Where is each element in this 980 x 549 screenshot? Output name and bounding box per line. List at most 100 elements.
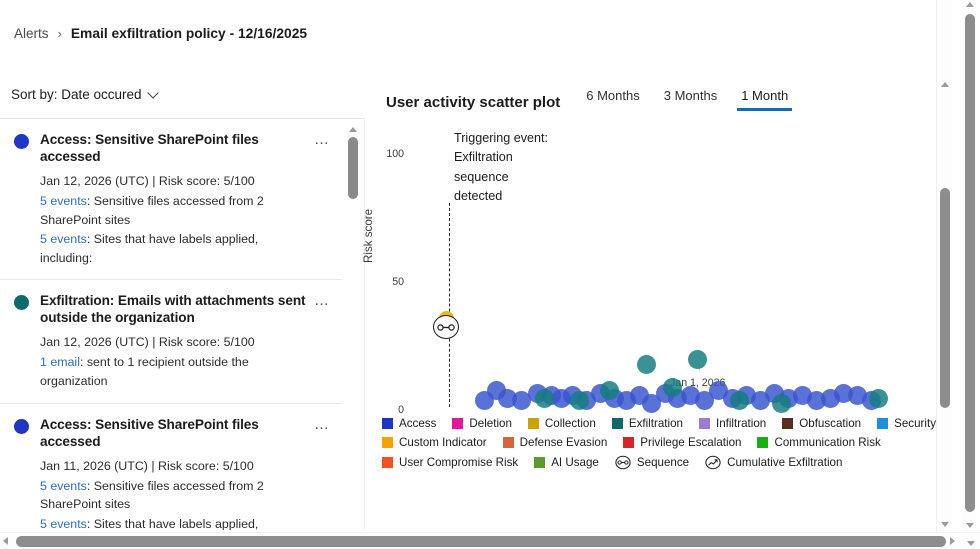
legend-item-defense-evasion[interactable]: Defense Evasion	[502, 436, 608, 449]
scatter-point-exfiltration[interactable]	[535, 388, 555, 408]
legend-item-ai-usage[interactable]: AI Usage	[534, 456, 599, 469]
legend-label: Defense Evasion	[519, 436, 608, 449]
legend-row: Access Deletion Collection Exfiltration Infi…	[382, 417, 942, 430]
alert-item-detail: 5 events: Sites that have labels applied…	[40, 230, 308, 267]
window-vertical-scrollbar[interactable]	[962, 0, 978, 533]
alert-list-item[interactable]: Exfiltration: Emails with attachments se…	[0, 280, 342, 404]
alert-item-detail: 5 events: Sensitive files accessed from …	[40, 192, 308, 229]
legend-label: Security	[894, 417, 936, 430]
alert-list-item[interactable]: Access: Sensitive SharePoint files acces…	[0, 119, 342, 281]
alert-item-meta: Jan 12, 2026 (UTC) | Risk score: 5/100	[40, 173, 255, 188]
legend-label: Privilege Escalation	[640, 436, 742, 449]
alert-detail-text: : Sites that have labels applied, includ…	[86, 516, 259, 530]
scatter-point-access[interactable]	[642, 393, 661, 413]
alert-list-scrollbar[interactable]	[346, 123, 360, 527]
scrollbar-thumb[interactable]	[348, 137, 358, 199]
legend-label: Exfiltration	[628, 417, 683, 430]
sequence-marker[interactable]	[433, 311, 461, 339]
legend-item-custom-indicator[interactable]: Custom Indicator	[382, 436, 487, 449]
scatter-point-exfiltration[interactable]	[771, 393, 791, 413]
scroll-down-arrow-icon[interactable]	[966, 523, 974, 528]
alert-list-item[interactable]: Access: Sensitive SharePoint files acces…	[0, 404, 342, 530]
alert-detail-link[interactable]: 5 events	[40, 193, 87, 208]
alert-item-detail: 5 events: Sensitive files accessed from …	[40, 477, 308, 514]
legend-label: Sequence	[636, 456, 690, 469]
tab-3-months[interactable]: 3 Months	[663, 88, 718, 103]
legend-row: User Compromise Risk AI Usage Sequence Cumu…	[382, 455, 942, 470]
y-axis-tick-label: 0	[398, 404, 404, 416]
legend-item-exfiltration[interactable]: Exfiltration	[611, 417, 683, 430]
page-title: Email exfiltration policy - 12/16/2025	[70, 26, 308, 41]
alert-item-meta: Jan 11, 2026 (UTC) | Risk score: 5/100	[40, 458, 254, 473]
alert-category-dot-icon	[14, 295, 29, 311]
legend-label: Custom Indicator	[399, 436, 487, 449]
legend-item-obfuscation[interactable]: Obfuscation	[782, 417, 861, 430]
legend-swatch-icon	[534, 457, 546, 468]
alert-item-meta: Jan 12, 2026 (UTC) | Risk score: 5/100	[40, 335, 255, 350]
scroll-corner-arrow-icon[interactable]	[967, 541, 975, 546]
y-axis-label: Risk score	[362, 208, 375, 263]
alert-item-more-menu[interactable]: …	[314, 292, 330, 310]
breadcrumb-alerts-link[interactable]: Alerts	[14, 26, 49, 41]
sequence-icon	[615, 455, 631, 470]
scatter-point-access[interactable]	[512, 391, 532, 411]
scrollbar-thumb[interactable]	[940, 188, 950, 408]
alert-item-header: Access: Sensitive SharePoint files acces…	[14, 417, 308, 451]
legend-label: Communication Risk	[774, 436, 881, 449]
legend-item-communication-risk[interactable]: Communication Risk	[757, 436, 881, 449]
legend-swatch-icon	[452, 418, 464, 429]
legend-item-user-compromise-risk[interactable]: User Compromise Risk	[382, 456, 518, 469]
tab-1-month[interactable]: 1 Month	[729, 86, 800, 111]
legend-item-sequence[interactable]: Sequence	[615, 455, 689, 470]
scroll-up-arrow-icon[interactable]	[966, 2, 974, 7]
legend-item-cumulative-exfiltration[interactable]: Cumulative Exfiltration	[705, 455, 842, 470]
legend-label: Cumulative Exfiltration	[727, 456, 843, 469]
alert-item-header: Access: Sensitive SharePoint files acces…	[14, 132, 308, 166]
alert-detail-text: : Sites that have labels applied, includ…	[40, 232, 259, 265]
scrollbar-thumb[interactable]	[965, 14, 975, 512]
alert-detail-text: : sent to 1 recipient outside the organi…	[40, 355, 249, 388]
content-vertical-scrollbar[interactable]	[936, 0, 952, 533]
alert-detail-link[interactable]: 5 events	[40, 478, 87, 493]
scatter-point-exfiltration[interactable]	[869, 388, 889, 408]
legend-swatch-icon	[757, 437, 769, 448]
alert-item-detail: 1 email: sent to 1 recipient outside the…	[40, 353, 308, 390]
alert-item-more-menu[interactable]: …	[314, 415, 330, 433]
chevron-down-icon	[149, 88, 160, 99]
legend-item-deletion[interactable]: Deletion	[452, 417, 512, 430]
legend-label: Access	[399, 417, 437, 430]
scroll-left-arrow-icon[interactable]	[3, 537, 8, 545]
legend-swatch-icon	[382, 418, 393, 429]
panel-divider	[364, 118, 365, 530]
scroll-up-arrow-icon[interactable]	[346, 123, 360, 135]
scrollbar-thumb[interactable]	[16, 536, 946, 547]
legend-swatch-icon	[782, 418, 794, 429]
scroll-right-arrow-icon[interactable]	[950, 537, 955, 545]
legend-item-privilege-escalation[interactable]: Privilege Escalation	[623, 436, 741, 449]
legend-label: User Compromise Risk	[399, 456, 519, 469]
legend-item-collection[interactable]: Collection	[527, 417, 596, 430]
scatter-point-exfiltration[interactable]	[688, 350, 708, 370]
alert-detail-link[interactable]: 5 events	[40, 516, 87, 530]
alert-detail-link[interactable]: 5 events	[40, 232, 87, 247]
alert-category-dot-icon	[14, 418, 29, 434]
legend-item-access[interactable]: Access	[382, 417, 436, 430]
alert-detail-text: : Sensitive files accessed from 2 ShareP…	[40, 193, 264, 227]
sort-by-dropdown[interactable]: Sort by: Date occured	[11, 87, 160, 102]
legend-item-security[interactable]: Security	[877, 417, 936, 430]
scatter-point-access[interactable]	[695, 391, 715, 411]
window-horizontal-scrollbar[interactable]	[0, 532, 980, 549]
scatter-point-exfiltration[interactable]	[570, 391, 590, 411]
legend-swatch-icon	[382, 437, 393, 448]
alert-detail-link[interactable]: 1 email	[40, 355, 80, 370]
tab-6-months[interactable]: 6 Months	[586, 88, 640, 103]
legend-item-infiltration[interactable]: Infiltration	[698, 417, 766, 430]
alert-item-more-menu[interactable]: …	[314, 131, 330, 148]
scroll-up-arrow-icon[interactable]	[941, 82, 949, 87]
scatter-point-exfiltration[interactable]	[662, 378, 682, 398]
scatter-point-exfiltration[interactable]	[730, 391, 750, 411]
scatter-point-exfiltration[interactable]	[637, 355, 657, 375]
scroll-down-arrow-icon[interactable]	[941, 522, 949, 527]
scatter-point-exfiltration[interactable]	[600, 381, 620, 401]
alert-item-detail: 5 events: Sites that have labels applied…	[40, 515, 308, 530]
